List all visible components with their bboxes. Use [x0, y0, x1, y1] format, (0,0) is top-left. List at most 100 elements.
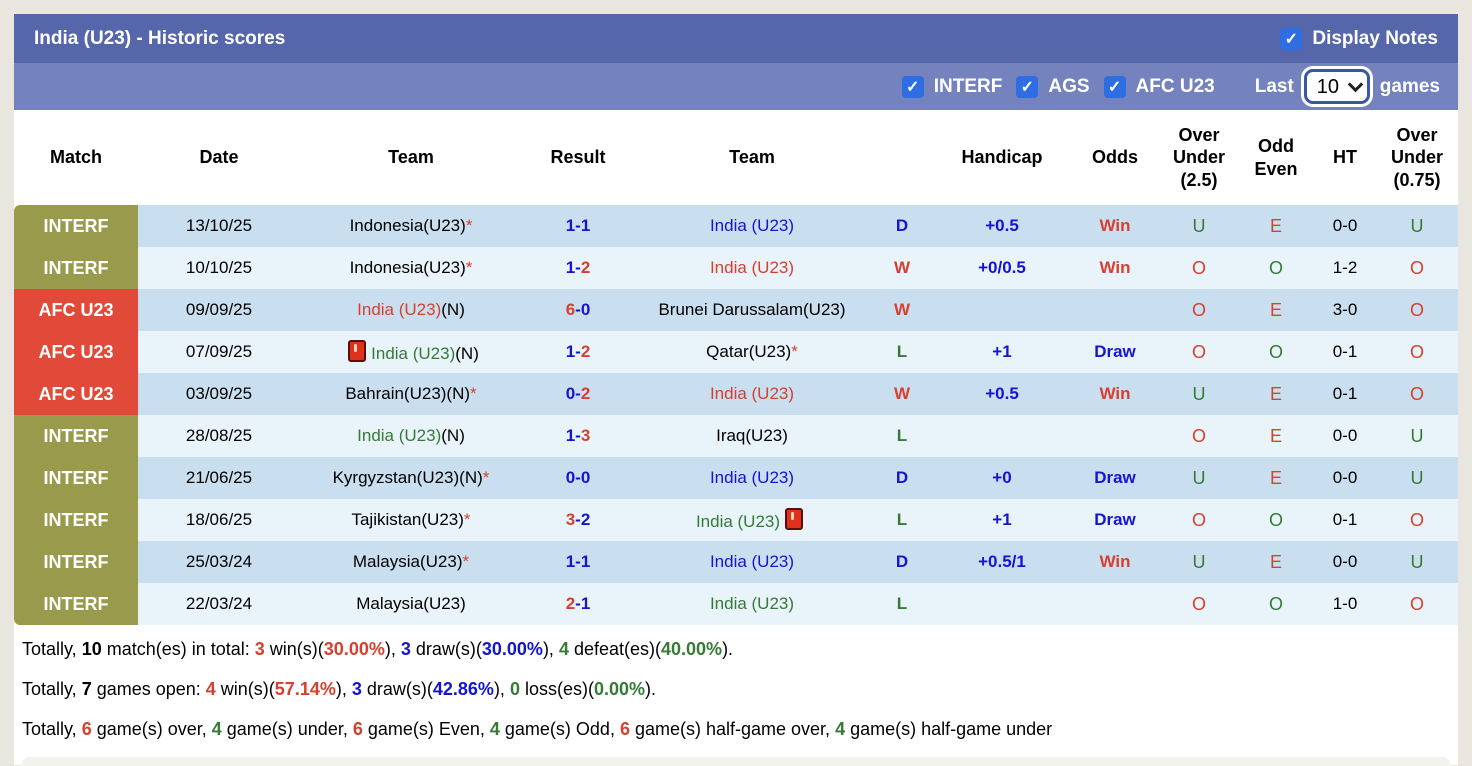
over-under-0-75: O [1376, 289, 1458, 331]
next-section-strip [22, 757, 1450, 766]
odd-even: O [1238, 583, 1314, 625]
historic-scores-panel: India (U23) - Historic scores ✓ Display … [14, 14, 1458, 765]
afc-u23-label: AFC U23 [1135, 75, 1215, 97]
odds-result: Win [1070, 541, 1160, 583]
home-team: India (U23)(N) [300, 415, 522, 457]
column-header-9: Odd Even [1238, 110, 1314, 205]
red-card-icon [785, 508, 804, 530]
match-date: 13/10/25 [138, 205, 300, 247]
win-draw-loss: L [870, 415, 934, 457]
away-team: India (U23) [634, 247, 870, 289]
ags-checkbox[interactable]: ✓ [1016, 75, 1039, 98]
match-date: 18/06/25 [138, 499, 300, 541]
column-header-8: Over Under (2.5) [1160, 110, 1238, 205]
over-under-0-75: O [1376, 247, 1458, 289]
competition-label: AFC U23 [14, 289, 138, 331]
win-draw-loss: L [870, 331, 934, 373]
competition-label: INTERF [14, 583, 138, 625]
half-time-score: 0-1 [1314, 331, 1376, 373]
handicap-value [934, 415, 1070, 457]
away-team: India (U23) [634, 457, 870, 499]
competition-label: INTERF [14, 415, 138, 457]
odds-result [1070, 583, 1160, 625]
over-under-2-5: O [1160, 415, 1238, 457]
home-team: Bahrain(U23)(N)* [300, 373, 522, 415]
column-header-7: Odds [1070, 110, 1160, 205]
over-under-0-75: O [1376, 583, 1458, 625]
over-under-2-5: O [1160, 331, 1238, 373]
odds-result: Draw [1070, 499, 1160, 541]
home-team: Indonesia(U23)* [300, 247, 522, 289]
home-team: India (U23)(N) [300, 331, 522, 373]
half-time-score: 0-0 [1314, 205, 1376, 247]
result-score: 1-2 [522, 247, 634, 289]
page-title: India (U23) - Historic scores [34, 27, 286, 49]
afc-u23-checkbox[interactable]: ✓ [1103, 75, 1126, 98]
win-draw-loss: D [870, 205, 934, 247]
handicap-value: +1 [934, 499, 1070, 541]
away-team: Brunei Darussalam(U23) [634, 289, 870, 331]
home-team: Malaysia(U23)* [300, 541, 522, 583]
win-draw-loss: L [870, 499, 934, 541]
interf-label: INTERF [933, 75, 1003, 97]
away-team: Qatar(U23)* [634, 331, 870, 373]
match-row: INTERF 13/10/25 Indonesia(U23)* 1-1 India (U… [14, 205, 1458, 247]
home-team: Tajikistan(U23)* [300, 499, 522, 541]
match-date: 25/03/24 [138, 541, 300, 583]
half-time-score: 0-0 [1314, 415, 1376, 457]
interf-checkbox[interactable]: ✓ [901, 75, 924, 98]
odds-result: Win [1070, 373, 1160, 415]
ags-label: AGS [1048, 75, 1090, 97]
games-count-select[interactable]: 10 [1303, 69, 1370, 104]
summary-line-3: Totally, 6 game(s) over, 4 game(s) under… [22, 719, 1053, 739]
summary-notes: Totally, 10 match(es) in total: 3 win(s)… [14, 625, 1458, 765]
over-under-0-75: U [1376, 541, 1458, 583]
match-row: AFC U23 07/09/25 India (U23)(N) 1-2 Qatar(U2… [14, 331, 1458, 373]
odd-even: O [1238, 499, 1314, 541]
display-notes-checkbox[interactable]: ✓ [1280, 27, 1303, 50]
over-under-2-5: O [1160, 499, 1238, 541]
last-label: Last [1254, 75, 1294, 97]
odds-result: Win [1070, 205, 1160, 247]
odds-result: Draw [1070, 331, 1160, 373]
handicap-value: +0 [934, 457, 1070, 499]
home-team: Kyrgyzstan(U23)(N)* [300, 457, 522, 499]
half-time-score: 3-0 [1314, 289, 1376, 331]
summary-line-2: Totally, 7 games open: 4 win(s)(57.14%),… [22, 679, 657, 699]
half-time-score: 0-0 [1314, 541, 1376, 583]
home-team: Malaysia(U23) [300, 583, 522, 625]
handicap-value: +0.5 [934, 373, 1070, 415]
home-team: Indonesia(U23)* [300, 205, 522, 247]
over-under-0-75: U [1376, 457, 1458, 499]
away-team: India (U23) [634, 541, 870, 583]
odd-even: E [1238, 415, 1314, 457]
over-under-2-5: U [1160, 373, 1238, 415]
handicap-value [934, 583, 1070, 625]
match-date: 28/08/25 [138, 415, 300, 457]
competition-label: INTERF [14, 541, 138, 583]
result-score: 0-2 [522, 373, 634, 415]
half-time-score: 1-0 [1314, 583, 1376, 625]
win-draw-loss: D [870, 541, 934, 583]
result-score: 0-0 [522, 457, 634, 499]
title-bar: India (U23) - Historic scores ✓ Display … [14, 14, 1458, 63]
match-date: 10/10/25 [138, 247, 300, 289]
odds-result: Draw [1070, 457, 1160, 499]
win-draw-loss: W [870, 247, 934, 289]
match-date: 09/09/25 [138, 289, 300, 331]
column-header-6: Handicap [934, 110, 1070, 205]
odd-even: O [1238, 247, 1314, 289]
half-time-score: 0-1 [1314, 373, 1376, 415]
odds-result [1070, 415, 1160, 457]
result-score: 1-1 [522, 541, 634, 583]
odd-even: E [1238, 205, 1314, 247]
handicap-value: +0/0.5 [934, 247, 1070, 289]
odd-even: E [1238, 541, 1314, 583]
handicap-value: +0.5/1 [934, 541, 1070, 583]
column-header-11: Over Under (0.75) [1376, 110, 1458, 205]
display-notes-label: Display Notes [1312, 27, 1438, 49]
column-header-5 [870, 110, 934, 205]
home-team: India (U23)(N) [300, 289, 522, 331]
table-header: Match Date Team Result Team Handicap Odds Over … [14, 110, 1458, 205]
over-under-0-75: U [1376, 415, 1458, 457]
